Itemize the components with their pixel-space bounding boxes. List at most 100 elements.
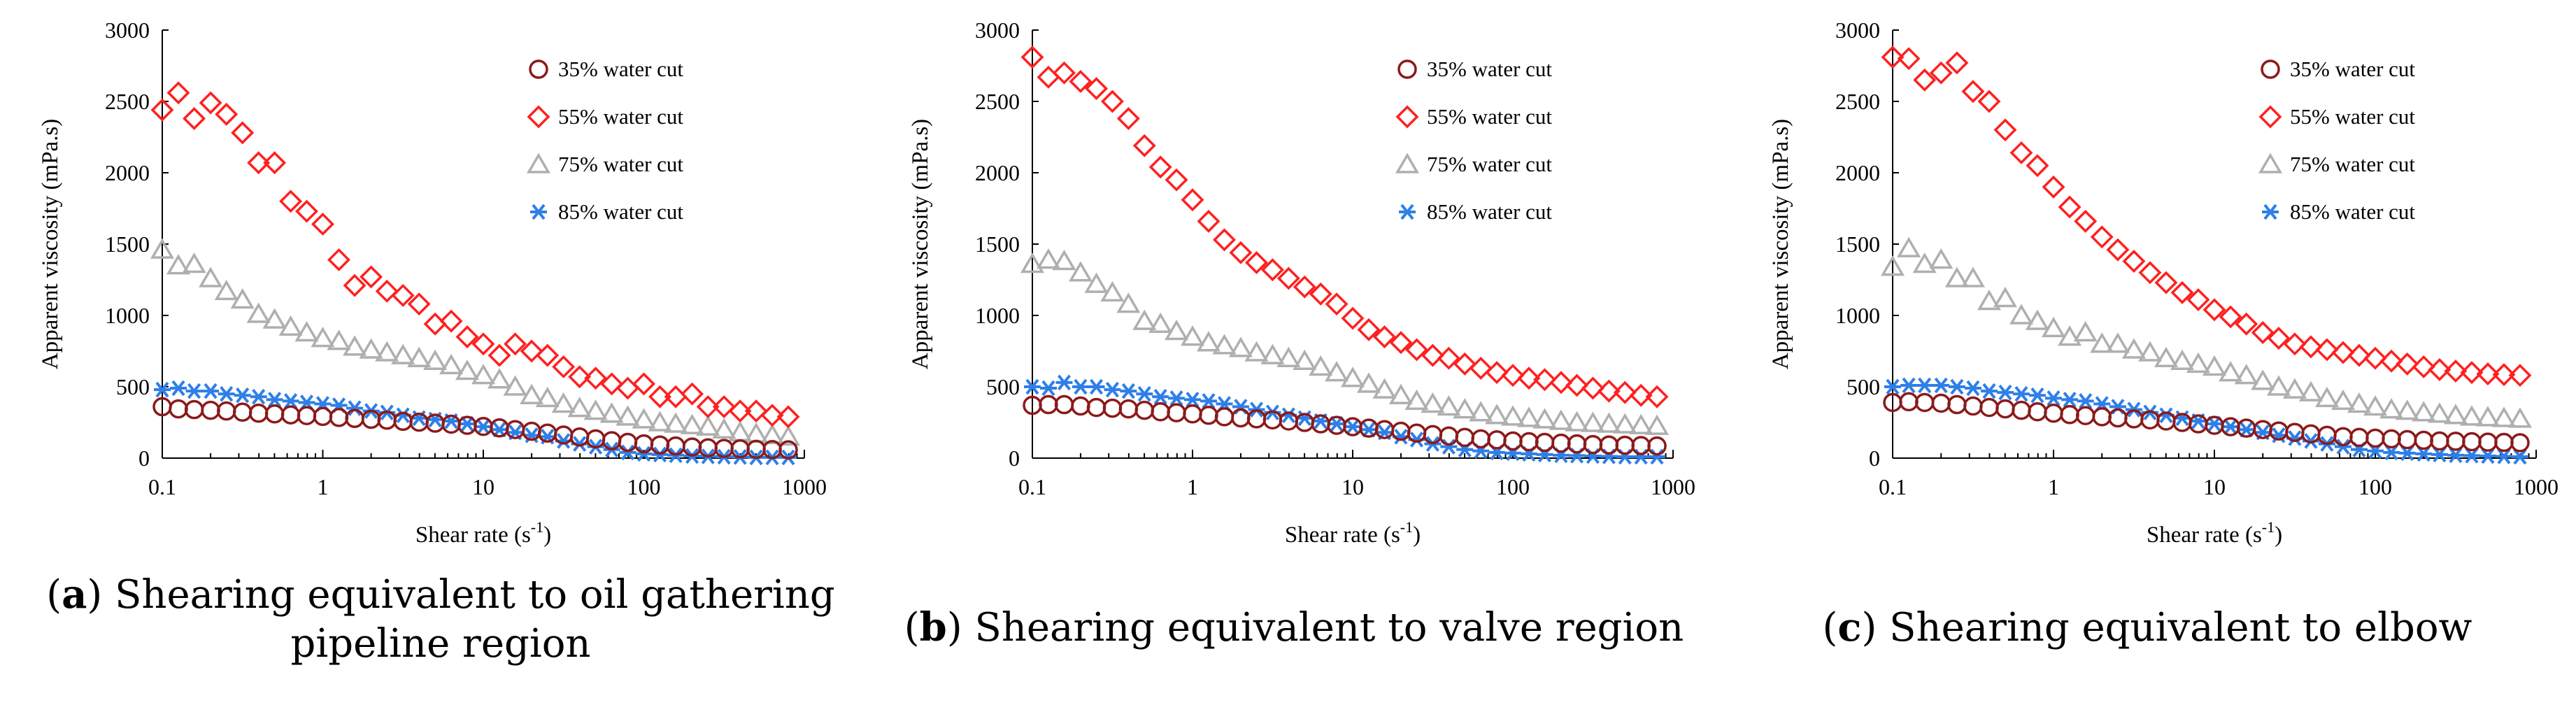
chart-c-point — [2206, 415, 2223, 432]
chart-c-legend-label: 75% water cut — [2290, 152, 2415, 176]
chart-a-point — [584, 366, 608, 390]
chart-a-point — [346, 400, 364, 416]
chart-b-x-axis-title-sup: -1 — [1400, 518, 1413, 536]
chart-b-point — [1583, 434, 1603, 455]
chart-c-point — [2028, 387, 2046, 404]
chart-c-point — [1964, 380, 1981, 397]
chart-a-point — [600, 372, 624, 396]
chart-a-point — [250, 389, 267, 405]
chart-a-point — [295, 199, 318, 223]
chart-b-point — [1372, 378, 1397, 399]
chart-c-point — [2044, 403, 2063, 423]
chart-a-point — [439, 353, 464, 375]
chart-a-x-axis-title-end: ) — [543, 522, 551, 548]
chart-c-point — [2347, 392, 2372, 413]
caption-a-letter: a — [62, 571, 87, 618]
caption-a: (a) Shearing equivalent to oil gathering… — [46, 571, 835, 667]
chart-c: 0 500 1000 1500 2000 2500 3000 0.1 1 10 100 1000 She… — [1768, 17, 2559, 548]
chart-c-point — [2335, 439, 2352, 455]
chart-b-legend-marker — [1395, 105, 1419, 129]
chart-a-point — [487, 368, 512, 389]
chart-b-point — [1455, 427, 1475, 448]
chart-b-point — [1102, 398, 1123, 418]
chart-b-legend-label: 75% water cut — [1427, 152, 1552, 176]
chart-b-point — [1104, 381, 1121, 398]
chart-c-point — [2379, 398, 2404, 419]
chart-b-point — [1613, 413, 1637, 434]
chart-c-point — [2106, 238, 2130, 262]
chart-a-y-tick-label: 500 — [116, 374, 150, 399]
chart-b-point — [1649, 448, 1666, 465]
chart-c-point — [2478, 432, 2498, 452]
chart-b-point — [1437, 395, 1461, 416]
chart-c-point — [2042, 175, 2065, 199]
chart-c-x-axis-title-sup: -1 — [2262, 518, 2275, 536]
chart-a-point — [280, 405, 301, 425]
chart-b-point — [1471, 429, 1490, 449]
chart-b-point — [1276, 266, 1300, 290]
chart-a-point — [537, 423, 557, 443]
chart-b-point — [1055, 374, 1073, 391]
chart-c-point — [2219, 305, 2242, 329]
chart-a-point — [407, 346, 432, 367]
chart-b-point — [1183, 404, 1202, 424]
chart-b-series-1 — [1023, 394, 1667, 456]
chart-b-point — [1551, 433, 1571, 453]
chart-a-point — [425, 413, 445, 433]
chart-a-point — [664, 412, 688, 433]
chart-b-point — [1132, 134, 1156, 157]
chart-a-point — [778, 440, 798, 460]
chart-c-point — [2431, 446, 2448, 463]
chart-c-point — [1963, 396, 1983, 416]
chart-a-x-tick-label: 10 — [472, 474, 494, 499]
chart-a-point — [535, 386, 560, 408]
chart-a-point — [650, 435, 670, 455]
chart-b-point — [1197, 209, 1221, 233]
chart-c-point — [2253, 420, 2272, 439]
chart-a-point — [266, 392, 283, 408]
chart-a-point — [455, 359, 480, 380]
chart-b-point — [1597, 379, 1621, 403]
chart-b-point — [1136, 385, 1153, 402]
chart-c-point — [1931, 393, 1951, 413]
chart-b-point — [1565, 411, 1589, 432]
chart-c-point — [2189, 414, 2208, 434]
chart-c-legend-label: 85% water cut — [2290, 199, 2415, 224]
chart-b-point — [1341, 306, 1365, 330]
chart-c-point — [2298, 380, 2324, 401]
chart-c-point — [1977, 290, 2002, 311]
chart-b-point — [1356, 372, 1381, 393]
chart-a-point — [776, 425, 801, 446]
chart-b-point — [1296, 410, 1314, 427]
chart-b-legend-marker — [1397, 59, 1417, 79]
chart-b-point — [1645, 414, 1670, 435]
chart-a-point — [375, 341, 399, 362]
chart-c-point — [2074, 209, 2098, 233]
chart-b-x-tick-label: 1 — [1187, 474, 1198, 499]
chart-c-point — [2012, 400, 2031, 420]
chart-a-point — [602, 431, 622, 450]
chart-a-y-tick-label: 1000 — [105, 303, 150, 328]
chart-c-point — [2073, 321, 2098, 342]
chart-a-x-tick-label: 1000 — [782, 474, 827, 499]
chart-c-x-tick-label: 1 — [2048, 474, 2059, 499]
chart-b-legend-label: 85% water cut — [1427, 199, 1552, 224]
chart-c-point — [2398, 445, 2416, 462]
chart-c-point — [2315, 338, 2339, 362]
chart-b-point — [1167, 403, 1186, 422]
chart-a-legend: 35% water cut 55% water cut 75% water cut 8… — [526, 57, 683, 224]
chart-c-point — [2090, 332, 2114, 353]
chart-c-point — [2496, 448, 2513, 464]
chart-b-point — [1148, 312, 1173, 333]
chart-c-point — [2382, 429, 2401, 449]
chart-b-point — [1100, 280, 1125, 302]
chart-a-point — [505, 420, 525, 439]
chart-b-point — [1439, 426, 1459, 446]
chart-a-legend-marker — [527, 105, 550, 129]
chart-c-point — [1912, 252, 1937, 273]
chart-c-point — [2412, 401, 2436, 422]
chart-b-point — [1532, 408, 1557, 429]
chart-c-x-tick-label: 0.1 — [1879, 474, 1907, 499]
chart-c-point — [2138, 261, 2162, 285]
chart-a-point — [361, 409, 381, 429]
